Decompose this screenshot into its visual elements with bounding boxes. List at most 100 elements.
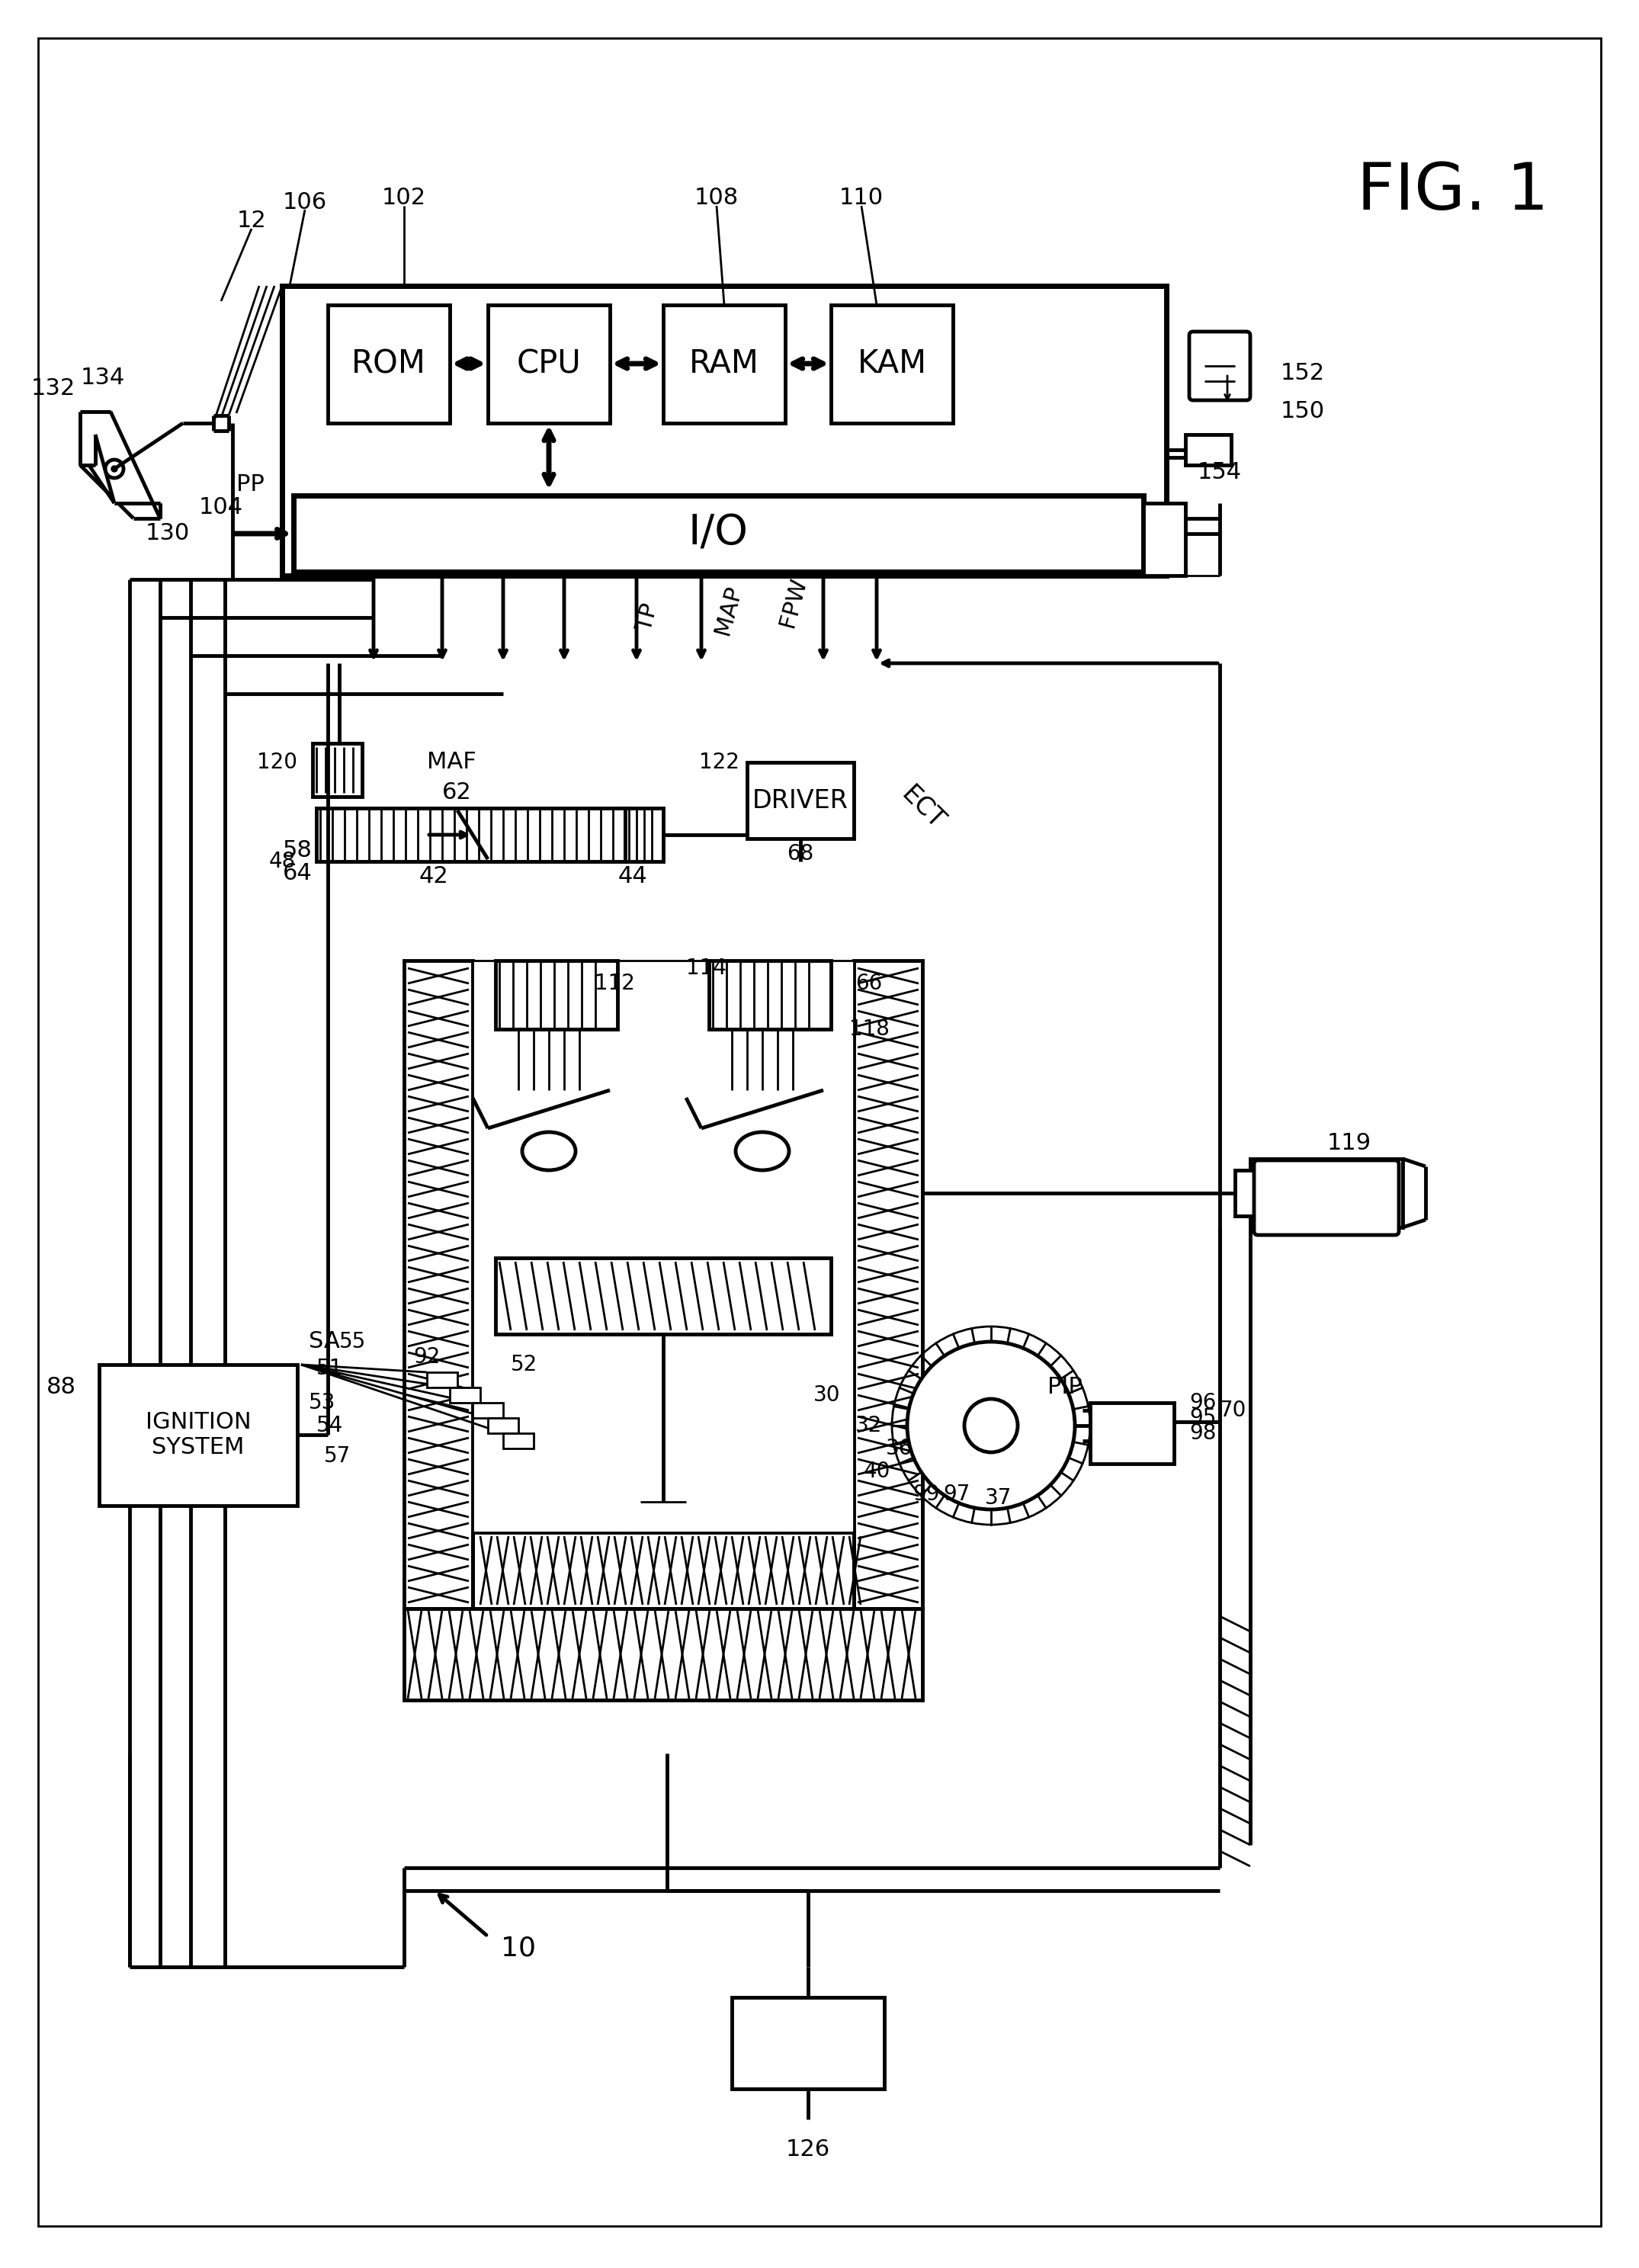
Bar bbox=[316, 807, 624, 862]
Text: 51: 51 bbox=[316, 1359, 343, 1379]
Text: 154: 154 bbox=[1198, 463, 1242, 483]
Polygon shape bbox=[80, 413, 161, 519]
Bar bbox=[1234, 1170, 1254, 1216]
Text: IGNITION
SYSTEM: IGNITION SYSTEM bbox=[146, 1411, 251, 1458]
Bar bbox=[495, 1259, 831, 1334]
Bar bbox=[1144, 503, 1185, 576]
Circle shape bbox=[964, 1399, 1018, 1452]
Bar bbox=[293, 494, 1144, 572]
Text: DRIVER: DRIVER bbox=[752, 787, 849, 812]
Text: 118: 118 bbox=[849, 1018, 890, 1039]
Bar bbox=[449, 1388, 480, 1402]
Bar bbox=[488, 304, 610, 424]
Text: 12: 12 bbox=[236, 211, 266, 231]
Text: 126: 126 bbox=[787, 2139, 831, 2161]
Bar bbox=[854, 962, 923, 1608]
Bar bbox=[1090, 1402, 1174, 1463]
Bar bbox=[282, 286, 1167, 576]
Text: 134: 134 bbox=[80, 367, 125, 388]
Text: 119: 119 bbox=[1328, 1132, 1372, 1154]
Text: 96: 96 bbox=[1190, 1393, 1216, 1413]
Bar bbox=[710, 962, 831, 1030]
Ellipse shape bbox=[736, 1132, 788, 1170]
Text: 97: 97 bbox=[942, 1483, 970, 1506]
Text: 32: 32 bbox=[856, 1415, 882, 1436]
Text: 64: 64 bbox=[284, 862, 313, 885]
Text: CPU: CPU bbox=[516, 347, 582, 379]
Bar bbox=[733, 1998, 885, 2089]
Text: 130: 130 bbox=[146, 522, 190, 544]
Text: 108: 108 bbox=[695, 188, 739, 209]
Text: 104: 104 bbox=[198, 497, 243, 517]
Bar bbox=[1251, 1159, 1403, 1227]
Text: 36: 36 bbox=[887, 1438, 913, 1458]
Text: 10: 10 bbox=[502, 1935, 536, 1962]
Bar bbox=[1185, 435, 1231, 465]
Bar bbox=[831, 304, 952, 424]
Text: ECT: ECT bbox=[897, 782, 949, 835]
Text: 54: 54 bbox=[316, 1415, 343, 1436]
Text: 112: 112 bbox=[595, 973, 634, 993]
Text: PIP: PIP bbox=[1047, 1377, 1082, 1399]
Text: 152: 152 bbox=[1280, 363, 1324, 386]
Text: 99: 99 bbox=[913, 1483, 939, 1506]
Text: 44: 44 bbox=[618, 866, 647, 887]
Text: 98: 98 bbox=[1190, 1422, 1216, 1445]
Bar bbox=[405, 962, 472, 1608]
Bar bbox=[472, 1533, 854, 1608]
Text: 48: 48 bbox=[269, 850, 295, 873]
Text: RAM: RAM bbox=[688, 347, 759, 379]
Bar bbox=[495, 962, 618, 1030]
Text: 120: 120 bbox=[257, 751, 297, 773]
Text: FPW: FPW bbox=[775, 576, 810, 631]
Text: 88: 88 bbox=[46, 1377, 77, 1399]
Circle shape bbox=[111, 465, 118, 472]
Text: 40: 40 bbox=[864, 1461, 890, 1481]
Bar bbox=[747, 762, 854, 839]
Text: 30: 30 bbox=[813, 1383, 841, 1406]
Bar bbox=[328, 304, 449, 424]
Text: 110: 110 bbox=[839, 188, 883, 209]
Circle shape bbox=[906, 1343, 1075, 1510]
Text: I/O: I/O bbox=[688, 513, 749, 553]
Text: TP: TP bbox=[634, 601, 662, 635]
Text: 52: 52 bbox=[511, 1354, 538, 1374]
Text: PP: PP bbox=[236, 474, 264, 494]
Text: 62: 62 bbox=[443, 782, 472, 803]
Text: 106: 106 bbox=[284, 191, 328, 213]
Text: 132: 132 bbox=[31, 379, 75, 399]
Bar bbox=[664, 304, 785, 424]
Text: 57: 57 bbox=[325, 1445, 351, 1467]
Text: 66: 66 bbox=[856, 973, 882, 993]
Text: 70: 70 bbox=[1219, 1399, 1247, 1422]
Bar bbox=[472, 1402, 503, 1418]
Bar bbox=[405, 1608, 923, 1701]
Bar bbox=[472, 962, 854, 1533]
Text: MAP: MAP bbox=[711, 583, 746, 637]
Text: 37: 37 bbox=[985, 1488, 1013, 1508]
Text: 95: 95 bbox=[1190, 1408, 1216, 1429]
Text: MAF: MAF bbox=[426, 751, 477, 773]
Bar bbox=[503, 1433, 534, 1449]
Text: 68: 68 bbox=[787, 844, 815, 864]
Text: 114: 114 bbox=[687, 957, 726, 980]
Bar bbox=[98, 1365, 297, 1506]
Bar bbox=[313, 744, 362, 796]
FancyBboxPatch shape bbox=[1190, 331, 1251, 399]
Bar bbox=[488, 1418, 518, 1433]
Text: 53: 53 bbox=[308, 1393, 336, 1413]
Bar bbox=[624, 807, 664, 862]
Ellipse shape bbox=[523, 1132, 575, 1170]
Text: FIG. 1: FIG. 1 bbox=[1357, 161, 1549, 222]
Text: KAM: KAM bbox=[857, 347, 926, 379]
Text: 102: 102 bbox=[382, 188, 426, 209]
Text: 55: 55 bbox=[339, 1331, 365, 1352]
Text: SA: SA bbox=[308, 1331, 339, 1352]
Text: 150: 150 bbox=[1280, 401, 1324, 422]
Text: 122: 122 bbox=[700, 751, 739, 773]
FancyBboxPatch shape bbox=[1254, 1161, 1398, 1236]
Text: 42: 42 bbox=[420, 866, 449, 887]
Bar bbox=[426, 1372, 457, 1388]
Text: 58: 58 bbox=[284, 839, 313, 862]
Text: ROM: ROM bbox=[351, 347, 426, 379]
